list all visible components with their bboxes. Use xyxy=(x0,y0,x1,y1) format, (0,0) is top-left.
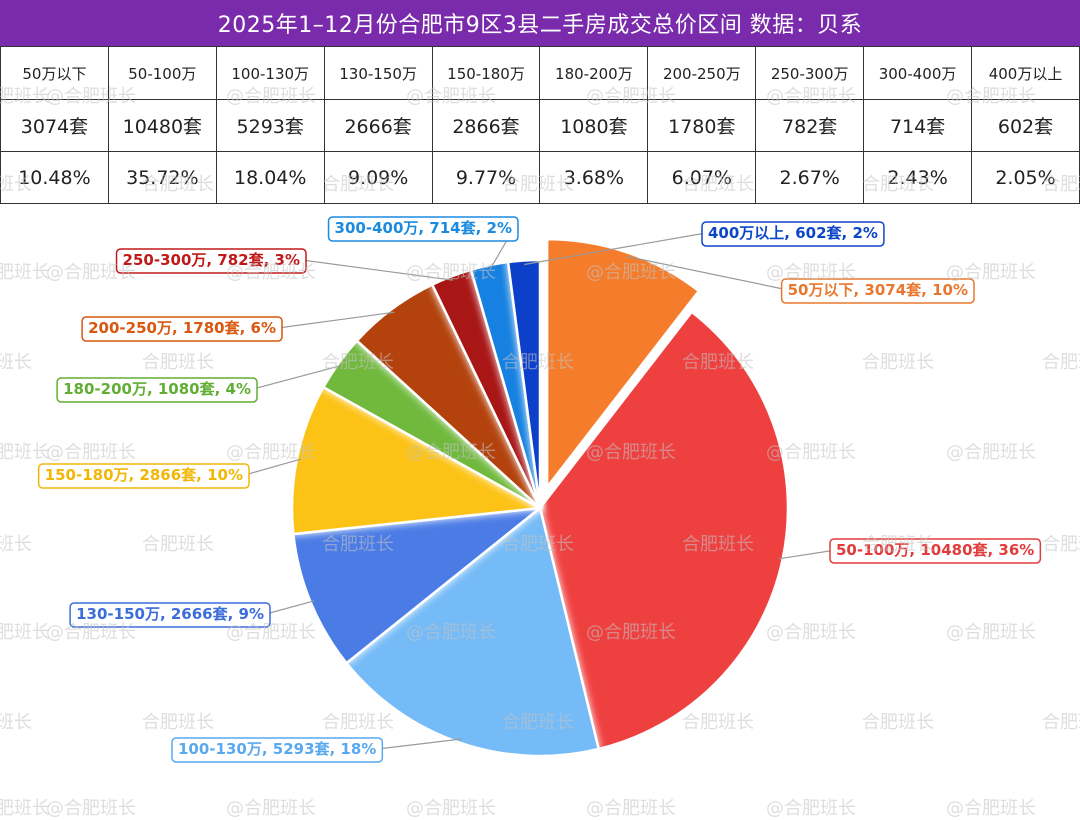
leader-line xyxy=(377,738,462,750)
leader-line xyxy=(265,600,315,615)
count-cell: 714套 xyxy=(863,99,973,152)
summary-table: 50万以下 50-100万 100-130万 130-150万 150-180万… xyxy=(0,46,1080,204)
leader-line xyxy=(252,364,343,390)
pie-slice xyxy=(290,385,545,536)
percent-cell: 18.04% xyxy=(215,151,325,204)
count-cell: 1080套 xyxy=(539,99,649,152)
table-count-row: 3074套 10480套 5293套 2666套 2866套 1080套 178… xyxy=(0,99,1080,152)
count-cell: 2666套 xyxy=(323,99,433,152)
percent-cell: 6.07% xyxy=(647,151,757,204)
header-cell: 50万以下 xyxy=(0,46,109,100)
count-cell: 3074套 xyxy=(0,99,109,152)
leader-line xyxy=(524,232,707,266)
slice-label: 300-400万, 714套, 2% xyxy=(335,219,512,237)
slice-label: 100-130万, 5293套, 18% xyxy=(178,740,376,758)
leader-line xyxy=(277,311,395,329)
count-cell: 2866套 xyxy=(431,99,541,152)
slice-label: 250-300万, 782套, 3% xyxy=(123,251,300,269)
slice-label-box xyxy=(327,216,519,242)
percent-cell: 9.09% xyxy=(323,151,433,204)
percent-cell: 9.77% xyxy=(431,151,541,204)
slice-label-box xyxy=(829,538,1042,564)
slice-label-box xyxy=(69,602,271,628)
slice-label: 50-100万, 10480套, 36% xyxy=(836,541,1034,559)
slice-label-box xyxy=(37,463,250,489)
percent-cell: 2.05% xyxy=(971,151,1080,204)
slice-label: 180-200万, 1080套, 4% xyxy=(63,380,251,398)
slice-label-box xyxy=(81,316,283,342)
table-percent-row: 10.48% 35.72% 18.04% 9.09% 9.77% 3.68% 6… xyxy=(0,151,1080,204)
slice-label-box xyxy=(701,221,885,247)
header-cell: 130-150万 xyxy=(323,46,433,100)
leader-line xyxy=(778,549,837,560)
percent-cell: 10.48% xyxy=(0,151,109,204)
header-cell: 250-300万 xyxy=(755,46,865,100)
header-cell: 150-180万 xyxy=(431,46,541,100)
count-cell: 10480套 xyxy=(107,99,217,152)
leader-line xyxy=(625,255,789,291)
pie-slice xyxy=(344,505,601,758)
header-cell: 100-130万 xyxy=(215,46,325,100)
slice-label: 200-250万, 1780套, 6% xyxy=(88,319,276,337)
table-header-row: 50万以下 50-100万 100-130万 130-150万 150-180万… xyxy=(0,46,1080,100)
leader-line xyxy=(244,458,302,476)
pie-slice xyxy=(506,258,542,509)
count-cell: 5293套 xyxy=(215,99,325,152)
percent-cell: 3.68% xyxy=(539,151,649,204)
chart-title: 2025年1–12月份合肥市9区3县二手房成交总价区间 数据：贝系 xyxy=(0,0,1080,47)
count-cell: 602套 xyxy=(971,99,1080,152)
pie-slice xyxy=(545,237,701,491)
count-cell: 782套 xyxy=(755,99,865,152)
leader-line xyxy=(301,259,453,281)
header-cell: 180-200万 xyxy=(539,46,649,100)
slice-label: 150-180万, 2866套, 10% xyxy=(45,466,243,484)
header-cell: 300-400万 xyxy=(863,46,973,100)
percent-cell: 35.72% xyxy=(107,151,217,204)
slice-label: 50万以下, 3074套, 10% xyxy=(788,281,968,299)
slice-label: 400万以上, 602套, 2% xyxy=(708,224,878,242)
slice-label-box xyxy=(780,278,975,304)
slice-label-box xyxy=(56,377,258,403)
slice-label-box xyxy=(171,737,384,763)
percent-cell: 2.43% xyxy=(863,151,973,204)
percent-cell: 2.67% xyxy=(755,151,865,204)
slice-label: 130-150万, 2666套, 9% xyxy=(76,605,264,623)
header-cell: 50-100万 xyxy=(107,46,217,100)
slice-label-box xyxy=(115,248,307,274)
pie-slice xyxy=(538,310,790,751)
header-cell: 200-250万 xyxy=(647,46,757,100)
